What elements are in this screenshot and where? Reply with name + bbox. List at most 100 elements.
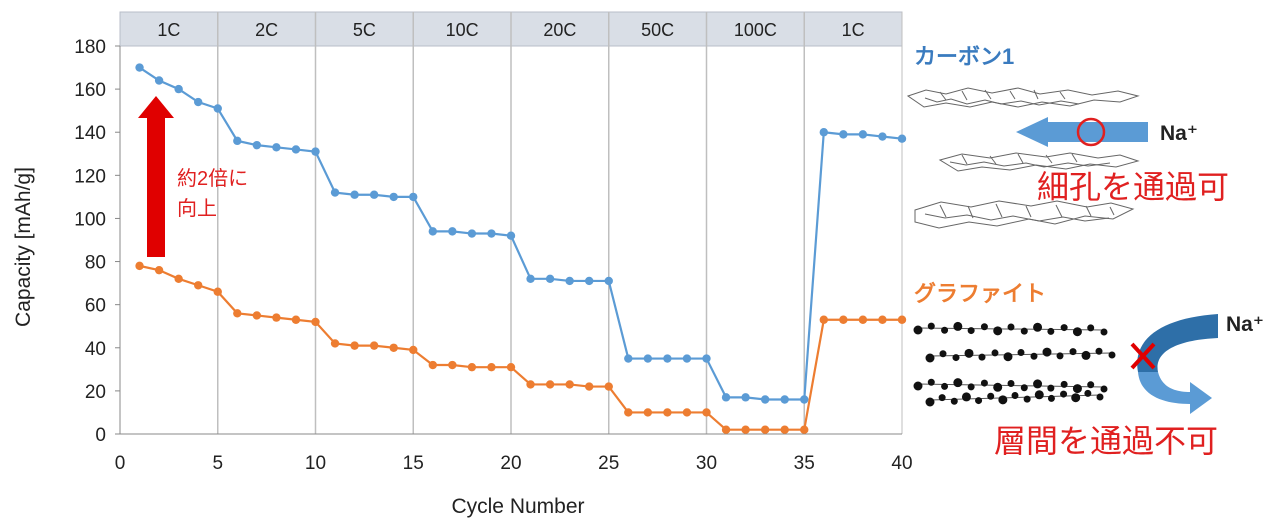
graphite-atom-0-6 <box>993 326 1003 336</box>
data-point-s0-30 <box>721 393 731 402</box>
graphite-block-text: 層間を通過不可 <box>994 423 1218 459</box>
data-point-s1-6 <box>252 311 262 320</box>
graphite-atom-2-3 <box>953 378 963 388</box>
data-point-s0-5 <box>233 136 242 146</box>
data-point-s1-26 <box>643 408 653 417</box>
na-ion-label-carbon: Na⁺ <box>1160 122 1198 145</box>
graphite-atom-0-0 <box>913 325 923 335</box>
graphite-atom-2-7 <box>1007 380 1015 387</box>
na-ion-label-graphite: Na⁺ <box>1226 313 1264 336</box>
graphite-atom-2-1 <box>927 378 935 386</box>
data-point-s0-35 <box>819 128 828 137</box>
data-point-s0-20 <box>526 274 535 283</box>
x-tick-label-10: 10 <box>305 453 326 474</box>
data-point-s0-0 <box>135 63 144 72</box>
rate-label-4: 20C <box>543 20 576 40</box>
graphite-atom-1-4 <box>978 353 986 361</box>
graphite-atom-3-3 <box>961 392 971 402</box>
data-point-s1-38 <box>878 315 887 324</box>
x-tick-label-5: 5 <box>212 453 223 474</box>
data-point-s0-10 <box>330 188 340 197</box>
data-point-s1-1 <box>154 265 164 275</box>
graphite-atom-0-11 <box>1060 324 1068 332</box>
graphite-atom-1-9 <box>1042 347 1052 357</box>
graphite-label: グラファイト <box>914 281 1046 306</box>
y-tick-label-60: 60 <box>85 296 106 317</box>
data-point-s1-20 <box>526 380 535 389</box>
data-point-s0-28 <box>682 354 692 363</box>
data-point-s0-14 <box>409 192 418 202</box>
graphite-atom-0-12 <box>1072 327 1082 337</box>
grid-lines <box>217 12 903 434</box>
data-point-s0-18 <box>487 229 496 238</box>
y-tick-label-140: 140 <box>74 123 106 144</box>
y-axis-label: Capacity [mAh/g] <box>12 167 35 327</box>
y-tick-label-160: 160 <box>74 80 106 101</box>
data-point-s0-19 <box>506 231 516 240</box>
data-point-s0-2 <box>174 84 183 94</box>
graphite-atom-0-3 <box>953 321 963 331</box>
rate-label-7: 1C <box>842 20 865 40</box>
data-point-s0-36 <box>839 130 848 139</box>
data-point-s0-32 <box>760 395 770 404</box>
data-point-s0-38 <box>878 132 887 141</box>
data-point-s1-11 <box>350 341 359 350</box>
rate-label-6: 100C <box>734 20 777 40</box>
graphite-atom-0-7 <box>1007 323 1015 331</box>
data-point-s0-11 <box>350 190 359 199</box>
graphite-atom-0-5 <box>980 323 988 331</box>
blocked-cross-icon <box>1130 342 1156 370</box>
graphite-atom-1-1 <box>939 350 947 358</box>
data-point-s0-33 <box>780 395 789 404</box>
data-point-s0-16 <box>448 227 457 236</box>
data-point-s0-23 <box>585 276 594 286</box>
data-point-s1-10 <box>330 339 340 348</box>
x-tick-label-20: 20 <box>500 453 521 474</box>
data-point-s0-39 <box>897 134 907 143</box>
graphite-atom-3-13 <box>1084 389 1092 397</box>
graphite-atom-1-8 <box>1030 352 1038 360</box>
graphite-atom-3-9 <box>1034 390 1044 400</box>
y-tick-label-100: 100 <box>74 209 106 230</box>
x-tick-label-15: 15 <box>403 453 424 474</box>
graphite-atom-3-4 <box>975 397 983 405</box>
data-point-s1-27 <box>663 408 672 417</box>
x-tick-label-35: 35 <box>794 453 815 474</box>
data-point-s1-7 <box>272 313 281 322</box>
data-point-s0-22 <box>565 276 574 286</box>
pore-circle-icon <box>1076 117 1106 147</box>
graphite-atom-2-2 <box>941 382 949 390</box>
graphite-atom-2-14 <box>1100 385 1108 393</box>
data-point-s1-19 <box>506 362 516 372</box>
graphite-atom-3-6 <box>998 395 1008 405</box>
graphite-atom-3-12 <box>1071 393 1081 403</box>
graphite-atom-1-5 <box>991 349 999 357</box>
graphite-atom-2-4 <box>967 383 975 391</box>
graphite-atom-2-0 <box>913 381 923 391</box>
data-point-s1-31 <box>741 425 750 434</box>
data-point-s1-28 <box>682 408 692 417</box>
data-point-s1-13 <box>389 343 398 352</box>
data-point-s0-15 <box>428 227 437 236</box>
blue-deflect-arrow-icon <box>1137 314 1218 414</box>
data-point-s0-24 <box>604 276 613 286</box>
data-point-s1-0 <box>135 261 144 271</box>
graphite-atom-0-10 <box>1047 327 1055 335</box>
data-point-s1-8 <box>291 315 301 324</box>
data-point-s0-29 <box>702 354 711 363</box>
graphite-atom-1-3 <box>964 348 974 358</box>
data-point-s1-30 <box>721 425 731 434</box>
data-point-s1-9 <box>311 317 320 327</box>
graphite-atom-3-2 <box>950 397 958 405</box>
data-point-s1-36 <box>839 315 848 324</box>
data-point-s0-34 <box>800 395 809 404</box>
data-point-s1-23 <box>585 382 594 391</box>
x-tick-label-40: 40 <box>891 453 912 474</box>
rate-label-2: 5C <box>353 20 376 40</box>
y-tick-label-0: 0 <box>95 425 106 446</box>
graphite-atom-2-11 <box>1060 380 1068 388</box>
data-point-s0-1 <box>154 76 164 85</box>
data-point-s1-24 <box>604 382 613 391</box>
graphite-atom-3-11 <box>1060 390 1068 398</box>
graphite-atom-1-13 <box>1095 347 1103 355</box>
